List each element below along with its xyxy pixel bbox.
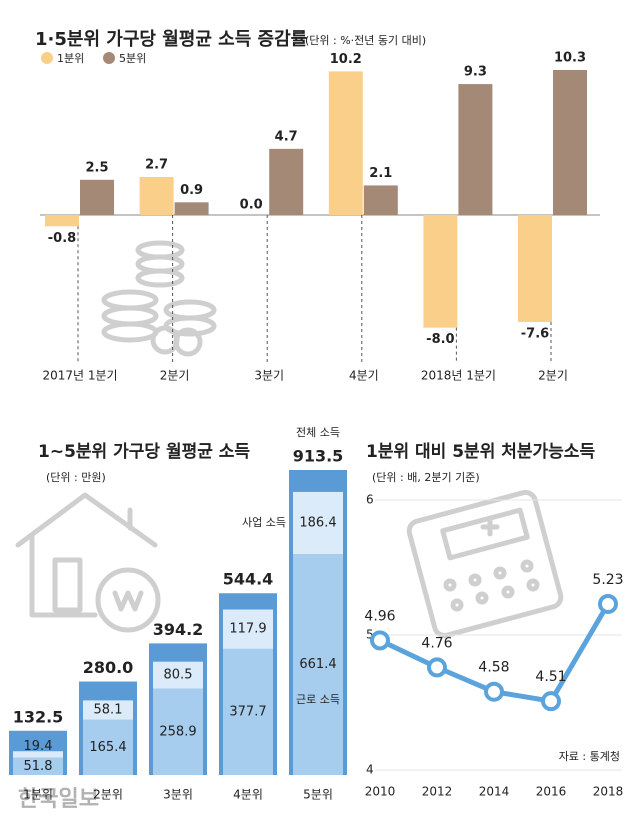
bar-segment	[293, 554, 343, 775]
value-label: 58.1	[94, 703, 123, 718]
chart-subtitle: (단위 : 배, 2분기 기준)	[372, 471, 480, 484]
value-label: 394.2	[153, 620, 204, 639]
chart-subtitle: (단위 : 만원)	[46, 471, 106, 484]
bar	[423, 215, 458, 328]
value-label: 117.9	[229, 622, 266, 637]
value-label: 9.3	[464, 65, 487, 80]
value-label: 4.58	[478, 660, 509, 676]
value-label: 0.9	[180, 183, 203, 198]
x-tick-label: 2분기	[160, 369, 190, 383]
value-label: 19.4	[24, 739, 53, 754]
bar	[458, 84, 493, 215]
y-tick-label: 4	[366, 763, 374, 777]
x-tick-label: 1분위	[23, 788, 53, 802]
value-label: 4.76	[421, 635, 452, 651]
point	[370, 630, 390, 651]
series-name: 근로 소득	[296, 693, 340, 706]
series-name: 전체 소득	[296, 426, 340, 439]
bar-segment	[153, 661, 203, 689]
bar	[174, 202, 209, 215]
value-label: 0.0	[240, 198, 263, 213]
bar	[518, 215, 552, 322]
point	[484, 681, 504, 702]
value-label: 2.1	[369, 166, 392, 181]
chart-title: 1·5분위 가구당 월평균 소득 증감률	[35, 29, 307, 50]
series-name: 사업 소득	[242, 516, 286, 529]
value-label: 51.8	[24, 759, 53, 774]
value-label: 10.3	[554, 51, 586, 66]
watermark: 한국일보	[18, 787, 99, 812]
bar-segment	[293, 491, 343, 555]
value-label: 10.2	[330, 52, 362, 67]
value-label: 258.9	[159, 724, 196, 739]
bar-segment	[83, 719, 133, 775]
bar-segment	[83, 700, 133, 720]
point	[427, 657, 447, 678]
bar	[363, 185, 398, 215]
bar-segment	[223, 648, 273, 775]
x-tick-label: 2분기	[538, 369, 568, 383]
y-tick-label: 6	[366, 493, 374, 507]
x-tick-label: 2018년 1분기	[421, 369, 496, 383]
bar-segment	[223, 609, 273, 649]
x-tick-label: 2012	[422, 785, 453, 799]
bar	[80, 179, 114, 215]
value-label: 4.7	[275, 129, 298, 144]
x-tick-label: 2016	[536, 785, 567, 799]
house-icon	[15, 492, 161, 633]
point	[541, 691, 561, 712]
bar	[45, 215, 79, 227]
legend-swatch	[41, 52, 53, 64]
calculator-icon	[406, 489, 564, 639]
x-tick-label: 2010	[365, 785, 396, 799]
x-tick-label: 5분위	[303, 788, 333, 802]
value-label: 132.5	[13, 707, 64, 726]
bar	[139, 176, 174, 215]
value-label: 165.4	[89, 740, 126, 755]
value-label: 661.4	[299, 657, 336, 672]
x-tick-label: 2014	[479, 785, 510, 799]
chart-title: 1~5분위 가구당 월평균 소득	[38, 442, 250, 462]
value-label: 80.5	[164, 668, 193, 683]
source: 자료 : 통계청	[559, 750, 620, 763]
bar-segment	[153, 688, 203, 775]
value-label: -8.0	[426, 332, 454, 347]
legend-label: 1분위	[57, 52, 84, 65]
value-label: 2.5	[85, 160, 108, 175]
value-label: 5.23	[592, 572, 623, 588]
value-label: 2.7	[145, 157, 168, 172]
legend-swatch	[103, 52, 115, 64]
coins-icon	[101, 240, 217, 357]
value-label: -7.6	[521, 326, 549, 341]
x-tick-label: 3분기	[254, 369, 284, 383]
value-label: 4.51	[535, 669, 566, 685]
x-tick-label: 2018	[593, 785, 624, 799]
bar	[269, 148, 304, 215]
bar	[328, 71, 363, 215]
x-tick-label: 2분위	[93, 788, 123, 802]
chart-subtitle: (단위 : %·전년 동기 대비)	[305, 34, 426, 47]
point	[598, 593, 618, 614]
x-tick-label: 3분위	[163, 788, 193, 802]
value-label: 186.4	[299, 516, 336, 531]
value-label: 544.4	[223, 570, 274, 589]
bar	[553, 70, 587, 215]
x-tick-label: 2017년 1분기	[42, 369, 117, 383]
bar-segment	[13, 751, 63, 758]
y-tick-label: 5	[366, 628, 374, 642]
legend-label: 5분위	[119, 52, 146, 65]
bar-segment	[13, 757, 63, 775]
value-label: -0.8	[48, 231, 76, 246]
chart-title: 1분위 대비 5분위 처분가능소득	[366, 442, 595, 462]
x-tick-label: 4분위	[233, 788, 263, 802]
x-tick-label: 4분기	[349, 369, 379, 383]
value-label: 4.96	[364, 608, 395, 624]
value-label: 280.0	[83, 658, 134, 677]
value-label: 913.5	[293, 447, 344, 466]
value-label: 377.7	[229, 704, 266, 719]
